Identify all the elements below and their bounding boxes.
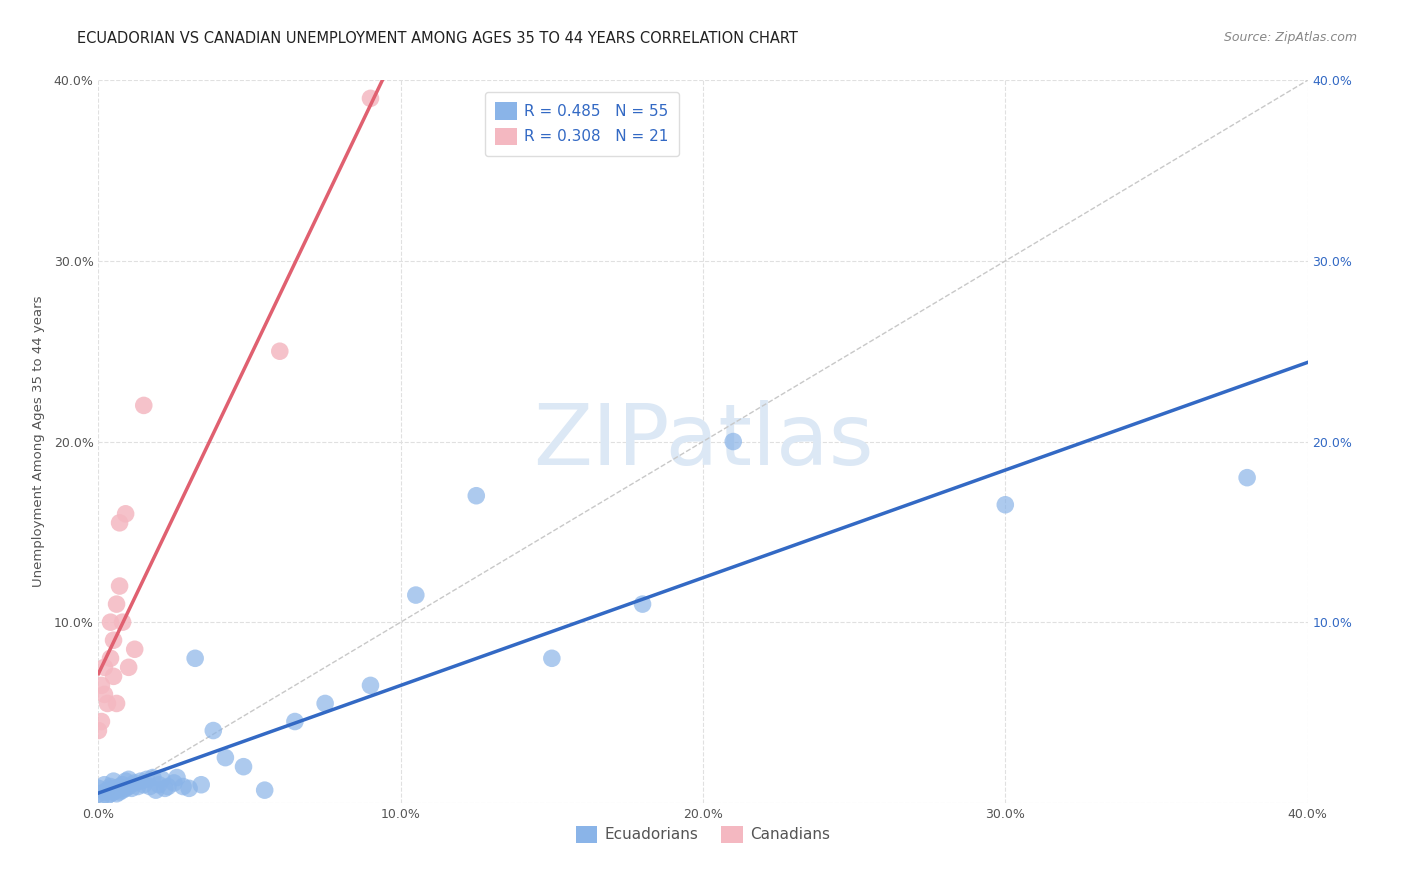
Point bbox=[100, 787, 122, 801]
Point bbox=[142, 771, 165, 785]
Point bbox=[111, 778, 134, 792]
Point bbox=[105, 697, 128, 711]
Point bbox=[172, 780, 194, 794]
Point bbox=[163, 776, 186, 790]
Point bbox=[994, 498, 1017, 512]
Point bbox=[214, 750, 236, 764]
Point bbox=[166, 771, 188, 785]
Point bbox=[124, 642, 146, 657]
Point bbox=[150, 772, 173, 787]
Point bbox=[118, 772, 141, 787]
Point bbox=[145, 783, 167, 797]
Point bbox=[96, 697, 118, 711]
Point bbox=[114, 507, 136, 521]
Point bbox=[108, 780, 131, 794]
Point bbox=[360, 91, 382, 105]
Point bbox=[93, 785, 115, 799]
Point bbox=[127, 780, 149, 794]
Point bbox=[114, 774, 136, 789]
Point bbox=[103, 781, 125, 796]
Point bbox=[103, 774, 125, 789]
Point bbox=[90, 678, 112, 692]
Point bbox=[93, 660, 115, 674]
Y-axis label: Unemployment Among Ages 35 to 44 years: Unemployment Among Ages 35 to 44 years bbox=[32, 296, 45, 587]
Point bbox=[105, 787, 128, 801]
Text: Source: ZipAtlas.com: Source: ZipAtlas.com bbox=[1223, 31, 1357, 45]
Point bbox=[96, 789, 118, 803]
Point bbox=[314, 697, 336, 711]
Point bbox=[93, 778, 115, 792]
Point bbox=[100, 651, 122, 665]
Point bbox=[103, 669, 125, 683]
Point bbox=[108, 579, 131, 593]
Point bbox=[1236, 471, 1258, 485]
Point bbox=[156, 780, 179, 794]
Point bbox=[103, 633, 125, 648]
Point bbox=[121, 781, 143, 796]
Point bbox=[111, 783, 134, 797]
Text: ZIPatlas: ZIPatlas bbox=[533, 400, 873, 483]
Point bbox=[132, 398, 155, 412]
Point bbox=[105, 597, 128, 611]
Point bbox=[90, 714, 112, 729]
Point bbox=[360, 678, 382, 692]
Point bbox=[631, 597, 654, 611]
Point bbox=[108, 516, 131, 530]
Point bbox=[148, 778, 170, 792]
Point bbox=[118, 780, 141, 794]
Point bbox=[135, 772, 157, 787]
Point bbox=[465, 489, 488, 503]
Point bbox=[90, 790, 112, 805]
Point bbox=[253, 783, 276, 797]
Point bbox=[284, 714, 307, 729]
Point bbox=[93, 687, 115, 701]
Point bbox=[132, 778, 155, 792]
Point bbox=[232, 760, 254, 774]
Point bbox=[103, 785, 125, 799]
Point bbox=[87, 787, 110, 801]
Point bbox=[87, 781, 110, 796]
Point bbox=[100, 615, 122, 630]
Point bbox=[405, 588, 427, 602]
Point bbox=[153, 781, 176, 796]
Point bbox=[124, 776, 146, 790]
Point bbox=[540, 651, 562, 665]
Point bbox=[105, 783, 128, 797]
Point bbox=[118, 660, 141, 674]
Point bbox=[269, 344, 291, 359]
Point bbox=[723, 434, 745, 449]
Point bbox=[114, 781, 136, 796]
Point bbox=[190, 778, 212, 792]
Point bbox=[108, 785, 131, 799]
Text: ECUADORIAN VS CANADIAN UNEMPLOYMENT AMONG AGES 35 TO 44 YEARS CORRELATION CHART: ECUADORIAN VS CANADIAN UNEMPLOYMENT AMON… bbox=[77, 31, 799, 46]
Point bbox=[111, 615, 134, 630]
Point bbox=[179, 781, 201, 796]
Point bbox=[129, 774, 152, 789]
Point bbox=[96, 783, 118, 797]
Point bbox=[202, 723, 225, 738]
Point bbox=[139, 780, 162, 794]
Point bbox=[100, 780, 122, 794]
Point bbox=[87, 723, 110, 738]
Point bbox=[184, 651, 207, 665]
Legend: Ecuadorians, Canadians: Ecuadorians, Canadians bbox=[569, 820, 837, 849]
